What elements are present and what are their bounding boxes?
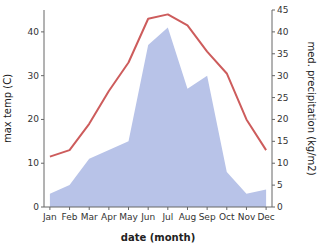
- y-tick: [41, 75, 44, 76]
- x-tick-label: Aug: [179, 212, 197, 222]
- x-tick-label: Apr: [101, 212, 117, 222]
- page: {"chart_data": {"type": "line", "xlabel"…: [0, 0, 318, 247]
- y2-tick: [272, 97, 275, 98]
- y2-tick: [272, 10, 275, 11]
- x-tick: [148, 207, 149, 210]
- x-axis-line: [44, 207, 272, 208]
- x-tick: [246, 207, 247, 210]
- x-tick-label: Feb: [62, 212, 78, 222]
- x-tick-label: May: [119, 212, 138, 222]
- y2-tick-label: 35: [277, 49, 288, 59]
- y-axis-label: max temp (C): [2, 74, 13, 143]
- y-tick: [41, 31, 44, 32]
- y-tick: [41, 207, 44, 208]
- y-tick-label: 20: [28, 114, 40, 124]
- y2-tick: [272, 163, 275, 164]
- y2-axis-line: [272, 10, 273, 207]
- temperature-line: [50, 14, 266, 156]
- x-tick: [167, 207, 168, 210]
- x-tick-label: Dec: [257, 212, 274, 222]
- y2-tick-label: 20: [277, 114, 289, 124]
- y2-tick-label: 0: [277, 202, 283, 212]
- x-tick-label: Mar: [81, 212, 98, 222]
- x-tick: [89, 207, 90, 210]
- y2-tick: [272, 141, 275, 142]
- y2-tick-label: 15: [277, 136, 288, 146]
- y2-tick-label: 30: [277, 71, 289, 81]
- x-tick: [226, 207, 227, 210]
- x-tick-label: Oct: [219, 212, 235, 222]
- x-tick: [207, 207, 208, 210]
- y-tick-label: 0: [33, 202, 39, 212]
- x-tick-label: Jul: [161, 212, 173, 222]
- y2-tick-label: 5: [277, 180, 283, 190]
- y-tick-label: 40: [28, 27, 40, 37]
- x-tick: [69, 207, 70, 210]
- x-tick: [49, 207, 50, 210]
- y-tick-label: 30: [28, 71, 40, 81]
- x-tick-label: Nov: [238, 212, 256, 222]
- x-tick: [128, 207, 129, 210]
- precipitation-area: [50, 28, 266, 207]
- series-group: [50, 14, 266, 207]
- y2-tick: [272, 53, 275, 54]
- y2-tick: [272, 119, 275, 120]
- x-tick: [108, 207, 109, 210]
- chart: 0 10 20 30 40 0 5 10 15 20 25 30 35 40 45 Jan FebMarAprM…: [0, 0, 318, 247]
- y2-tick-label: 10: [277, 158, 289, 168]
- x-tick: [187, 207, 188, 210]
- y2-tick-label: 40: [277, 27, 289, 37]
- axes: 0 10 20 30 40 0 5 10 15 20 25 30 35 40 45 Jan FebMarAprM…: [28, 5, 289, 222]
- y-tick: [41, 163, 44, 164]
- y2-tick: [272, 185, 275, 186]
- y-tick: [41, 119, 44, 120]
- y2-axis-label: med. precipitation (kg/m2): [306, 41, 317, 175]
- x-tick: [266, 207, 267, 210]
- x-axis-label: date (month): [121, 232, 195, 243]
- x-tick-label: Jun: [140, 212, 155, 222]
- y-tick-label: 10: [28, 158, 40, 168]
- x-tick-label: Jan: [42, 212, 57, 222]
- y2-tick-label: 25: [277, 93, 288, 103]
- y2-tick-label: 45: [277, 5, 288, 15]
- y2-tick: [272, 75, 275, 76]
- y-axis-line: [44, 10, 45, 207]
- x-tick-label: Sep: [199, 212, 216, 222]
- y2-tick: [272, 31, 275, 32]
- y2-tick: [272, 207, 275, 208]
